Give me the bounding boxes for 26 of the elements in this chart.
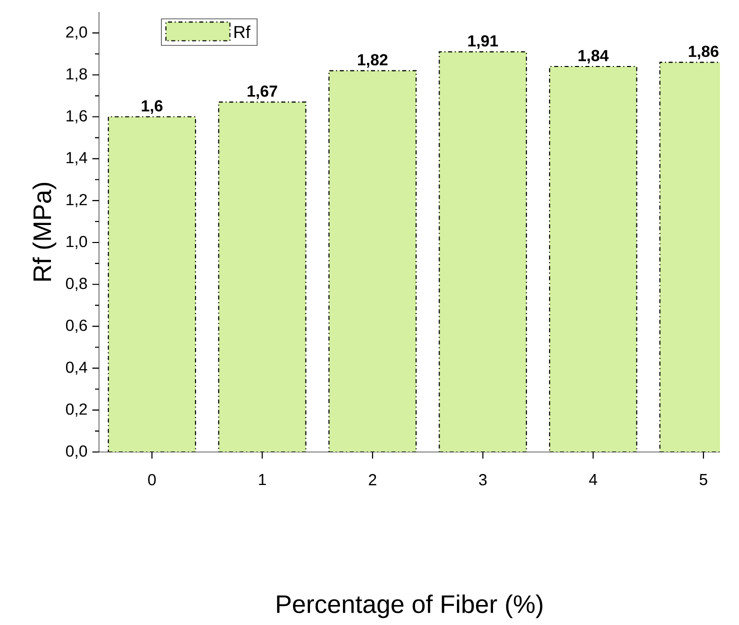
y-tick-label: 1,4 [66,152,88,166]
data-label: 1,6 [142,100,162,114]
x-tick-label: 4 [589,474,598,486]
y-tick-label: 1,6 [66,110,87,124]
y-tick-label: 1,0 [66,236,88,250]
x-tick-label: 0 [148,474,156,486]
y-tick-label: 0,2 [66,403,87,417]
data-label: 1,82 [358,54,388,68]
x-axis-title: Percentage of Fiber (%) [277,594,542,618]
data-label: 1,84 [578,50,609,64]
x-tick-label: 5 [700,474,708,486]
y-tick-label: 1,2 [66,194,87,208]
legend-label: Rf [234,25,250,38]
x-tick-label: 3 [479,474,487,486]
y-axis-title: Rf (MPa) [32,182,56,281]
data-label: 1,86 [688,46,718,60]
y-tick-label: 0,0 [66,445,88,459]
data-label: 1,67 [248,86,278,100]
x-tick-label: 2 [368,474,376,486]
y-tick-label: 0,4 [66,362,88,375]
y-tick-label: 1,8 [66,68,87,82]
data-label: 1,91 [468,35,498,49]
y-tick-label: 2,0 [66,26,88,40]
y-tick-label: 0,8 [66,278,87,291]
y-tick-label: 0,6 [66,320,87,333]
x-tick-label: 1 [259,474,266,486]
